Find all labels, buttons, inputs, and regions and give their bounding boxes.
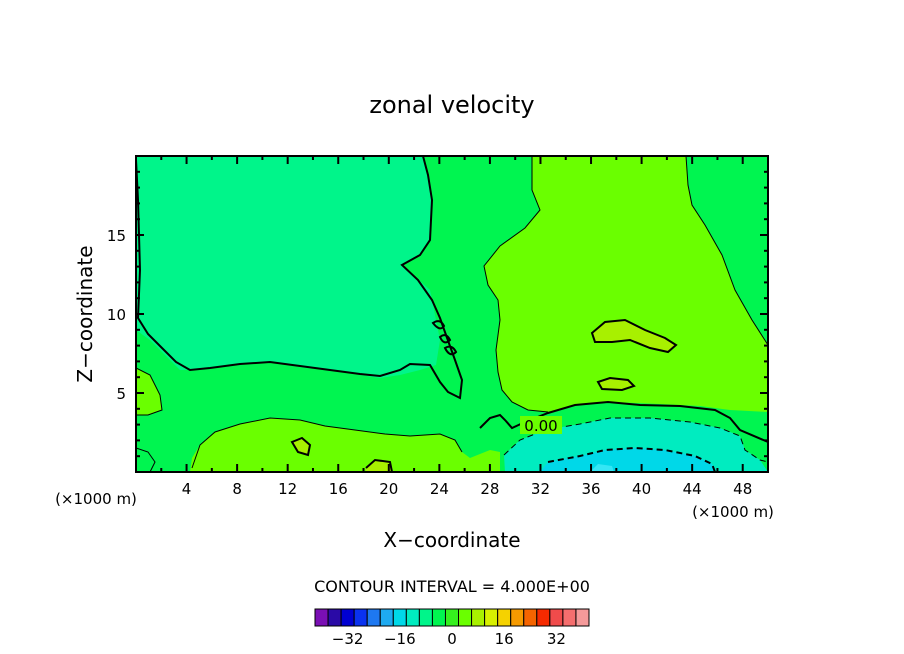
x-unit-left: (×1000 m) bbox=[55, 490, 137, 508]
colorbar-swatch bbox=[497, 608, 512, 627]
colorbar-swatch bbox=[379, 608, 394, 627]
y-ticks bbox=[136, 170, 768, 458]
colorbar-swatch bbox=[562, 608, 577, 627]
contour-plus4-left bbox=[136, 367, 163, 416]
colorbar-swatch bbox=[444, 608, 460, 627]
y-axis-label: Z−coordinate bbox=[73, 245, 97, 382]
colorbar-swatch bbox=[314, 608, 329, 627]
colorbar-swatch bbox=[405, 608, 420, 627]
contour-neg8 bbox=[547, 446, 716, 472]
contour-interval-text: CONTOUR INTERVAL = 4.000E+00 bbox=[314, 577, 590, 596]
x-tick-label: 28 bbox=[480, 480, 499, 498]
zero-contour-patches bbox=[290, 318, 678, 472]
colorbar-swatch bbox=[327, 608, 342, 627]
zero-contour-small-loops bbox=[431, 320, 458, 356]
colorbar-swatch bbox=[536, 608, 551, 627]
colorbar-swatch bbox=[549, 608, 564, 627]
contour-lines bbox=[136, 156, 768, 472]
region-level-8-12-patch-1 bbox=[592, 320, 676, 352]
colorbar-swatch bbox=[510, 608, 525, 627]
x-axis-label: X−coordinate bbox=[383, 528, 520, 552]
contour-label-zero: 0.00 bbox=[524, 417, 557, 435]
colorbar-swatch bbox=[523, 608, 538, 627]
x-ticks bbox=[160, 156, 744, 472]
x-tick-label: 4 bbox=[182, 480, 192, 498]
colorbar-tick-label: 32 bbox=[547, 630, 566, 648]
x-unit-right: (×1000 m) bbox=[692, 503, 774, 521]
region-level-4-8-left-edge bbox=[136, 368, 162, 415]
contour-plus4-far-right bbox=[685, 156, 768, 346]
colorbar-swatch bbox=[353, 608, 368, 627]
colorbar-tick-labels: −32 −16 0 16 32 bbox=[332, 630, 566, 648]
x-tick-label: 20 bbox=[379, 480, 398, 498]
x-tick-label: 8 bbox=[232, 480, 242, 498]
region-level-4-8-lower-band bbox=[190, 418, 500, 472]
x-tick-label: 40 bbox=[632, 480, 651, 498]
region-level-4-8-right-wedge bbox=[484, 156, 768, 412]
contour-plus4-bottom-left bbox=[136, 447, 156, 472]
region-level-neg12-neg8-core bbox=[540, 448, 715, 472]
y-tick-label: 15 bbox=[107, 227, 126, 245]
colorbar-tick-label: −16 bbox=[384, 630, 416, 648]
y-tick-label: 5 bbox=[116, 385, 126, 403]
x-tick-label: 32 bbox=[531, 480, 550, 498]
zero-contour-lower bbox=[479, 400, 768, 443]
colorbar-swatch bbox=[431, 608, 446, 627]
x-tick-label: 48 bbox=[733, 480, 752, 498]
colorbar-swatch bbox=[484, 608, 499, 627]
colorbar-tick-label: 0 bbox=[447, 630, 457, 648]
colorbar-swatch bbox=[471, 608, 486, 627]
x-tick-label: 36 bbox=[581, 480, 600, 498]
region-level-neg12-neg8-spot bbox=[590, 464, 614, 472]
contour-label-bg bbox=[520, 416, 562, 434]
colorbar-tick-label: 16 bbox=[495, 630, 514, 648]
x-tick-label: 24 bbox=[430, 480, 449, 498]
contour-plus4-lower bbox=[191, 417, 463, 469]
colorbar-swatch bbox=[418, 608, 433, 627]
x-tick-label: 12 bbox=[278, 480, 297, 498]
colorbar bbox=[314, 608, 590, 627]
x-tick-label: 44 bbox=[683, 480, 702, 498]
colorbar-swatch bbox=[458, 608, 473, 627]
colorbar-swatch bbox=[575, 608, 590, 627]
y-tick-labels: 5 10 15 bbox=[107, 227, 126, 403]
region-level-8-12-patch-2 bbox=[598, 378, 634, 390]
x-tick-label: 16 bbox=[329, 480, 348, 498]
region-level-neg4-0-upper-left bbox=[136, 156, 440, 378]
colorbar-tick-label: −32 bbox=[332, 630, 364, 648]
colorbar-swatch bbox=[340, 608, 355, 627]
colorbar-swatch bbox=[366, 608, 381, 627]
chart-title: zonal velocity bbox=[369, 91, 534, 119]
x-tick-labels: 4 8 12 16 20 24 28 32 36 40 44 48 bbox=[182, 480, 752, 498]
contour-plus4-right bbox=[483, 156, 549, 413]
colorbar-swatch bbox=[392, 608, 407, 627]
zero-contour-main bbox=[136, 156, 464, 400]
y-tick-label: 10 bbox=[107, 306, 126, 324]
